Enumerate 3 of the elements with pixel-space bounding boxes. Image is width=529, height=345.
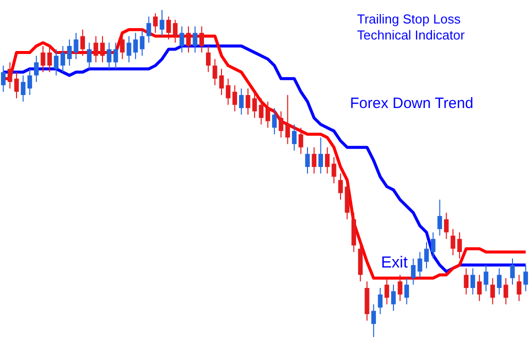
annotation: Exit — [381, 254, 408, 272]
annotation: Trailing Stop Loss Technical Indicator — [357, 12, 466, 43]
annotation: Forex Down Trend — [350, 95, 474, 112]
